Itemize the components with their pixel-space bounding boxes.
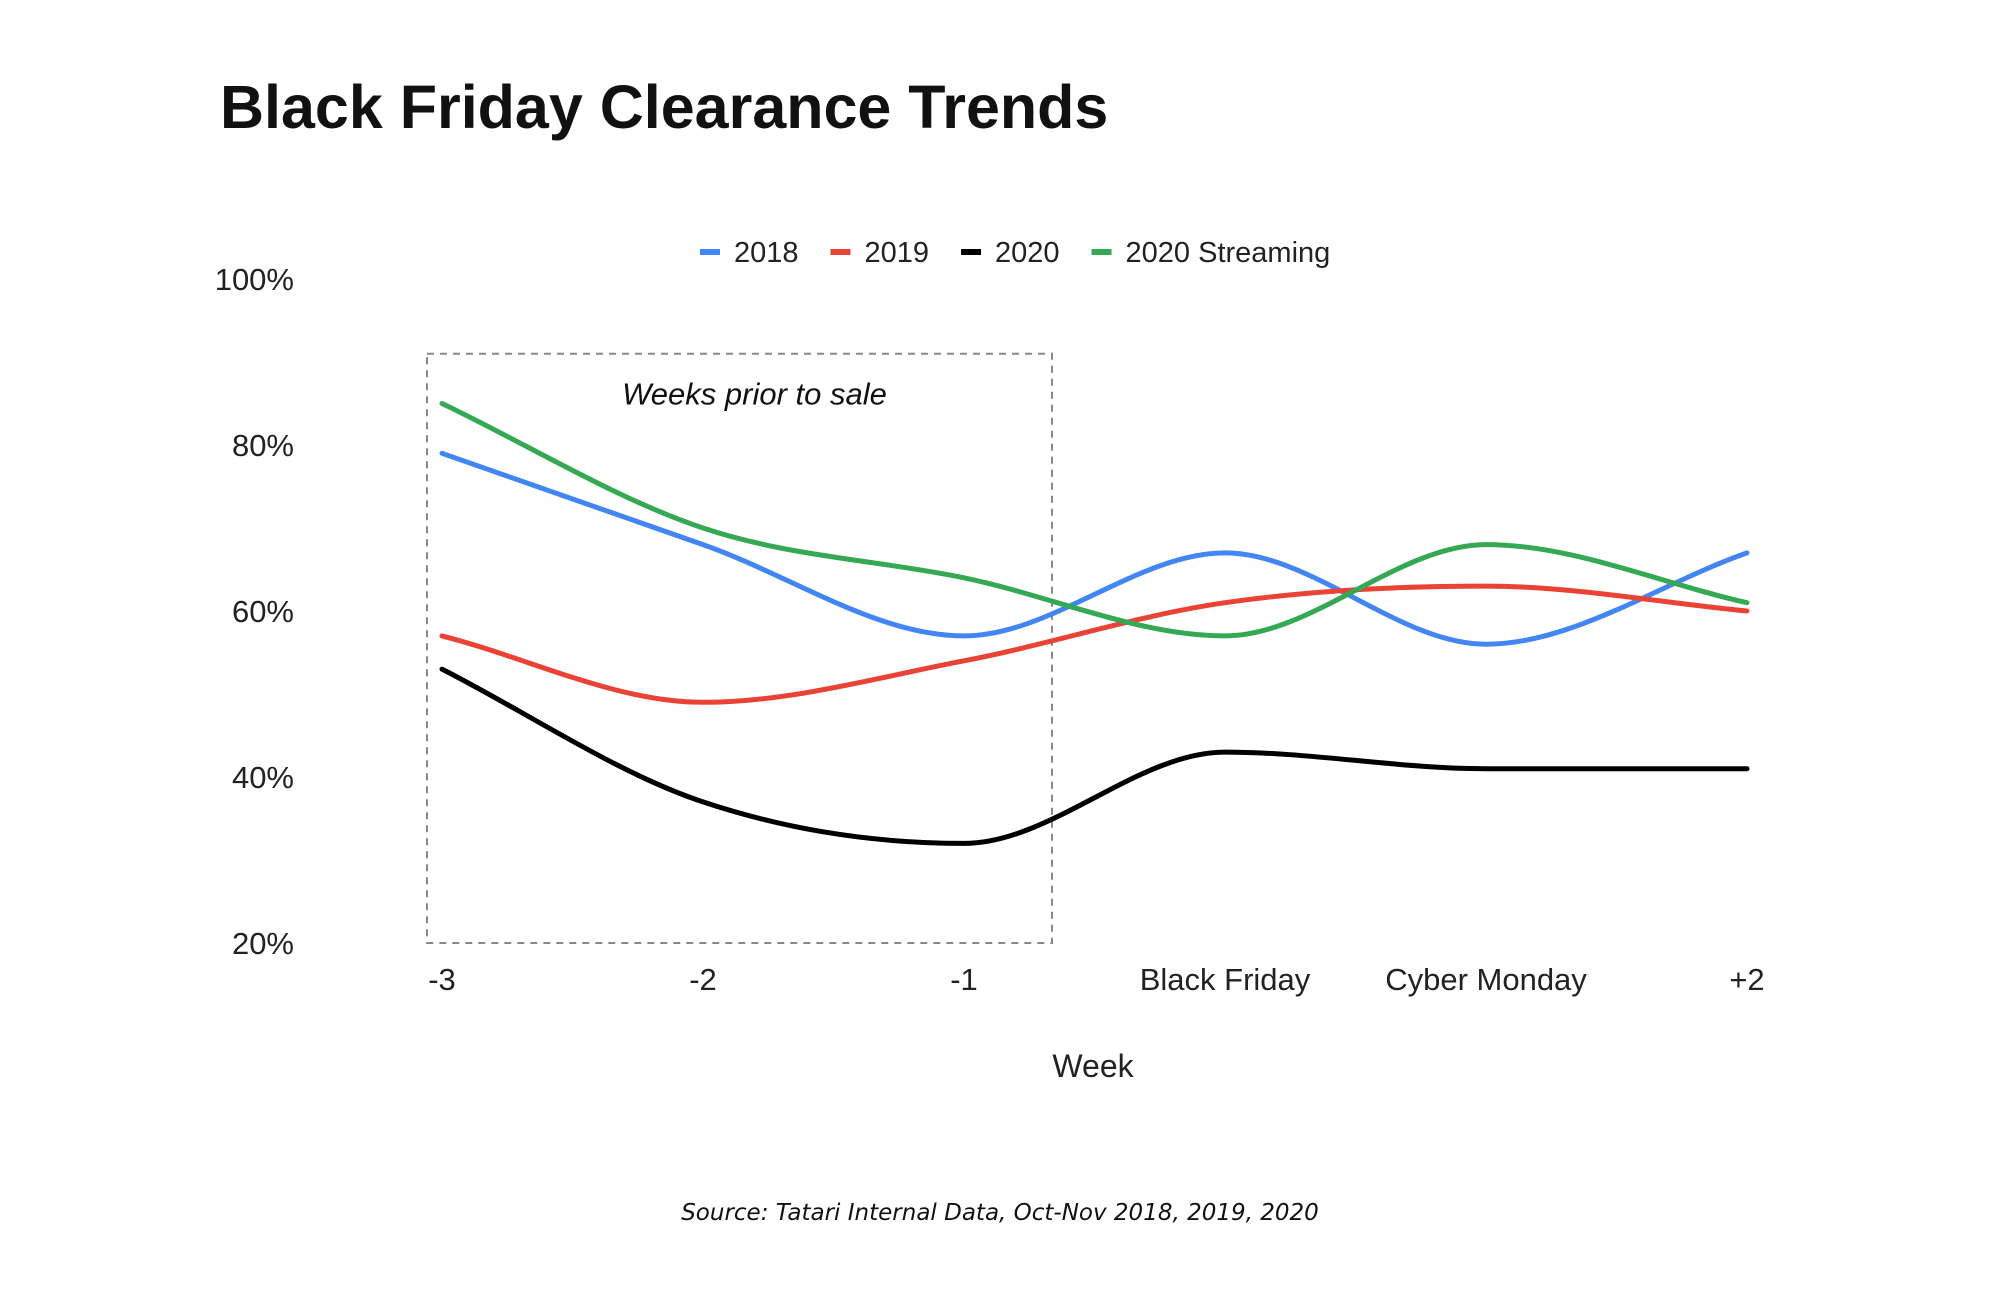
- y-tick-label: 20%: [232, 926, 294, 961]
- annotation-group: Weeks prior to sale: [426, 352, 1053, 944]
- annotation-label: Weeks prior to sale: [622, 377, 887, 412]
- x-axis-ticks: -3 -2 -1 Black Friday Cyber Monday +2: [428, 962, 1764, 997]
- legend-item-2020[interactable]: 2020: [961, 237, 1060, 269]
- legend-label: 2020 Streaming: [1126, 237, 1331, 269]
- series-line-2019: [439, 583, 1750, 705]
- series-line-2020-streaming: [439, 401, 1750, 639]
- y-tick-label: 60%: [232, 594, 294, 629]
- x-tick-label: -1: [950, 962, 978, 997]
- y-axis-ticks: 20% 40% 60% 80% 100%: [215, 262, 294, 961]
- legend-item-2018[interactable]: 2018: [700, 237, 799, 269]
- source-note: Source: Tatari Internal Data, Oct-Nov 20…: [681, 1200, 1319, 1226]
- legend-label: 2018: [734, 237, 799, 269]
- legend-label: 2020: [995, 237, 1060, 269]
- series-line-2018: [439, 450, 1750, 647]
- legend-item-2020-streaming[interactable]: 2020 Streaming: [1091, 237, 1331, 269]
- y-tick-label: 80%: [232, 428, 294, 463]
- x-tick-label: -2: [689, 962, 717, 997]
- x-tick-label: Black Friday: [1140, 962, 1311, 997]
- legend[interactable]: 2018 2019 2020 2020 Streaming: [700, 237, 1330, 269]
- series-line-2020: [439, 666, 1750, 846]
- chart-title: Black Friday Clearance Trends: [220, 73, 1109, 141]
- y-tick-label: 100%: [215, 262, 294, 297]
- legend-item-2019[interactable]: 2019: [830, 237, 930, 269]
- legend-label: 2019: [865, 237, 930, 269]
- series-group: [439, 401, 1750, 846]
- x-tick-label: Cyber Monday: [1385, 962, 1587, 997]
- x-tick-label: +2: [1729, 962, 1764, 997]
- y-tick-label: 40%: [232, 760, 294, 795]
- x-axis-title: Week: [1052, 1048, 1134, 1084]
- x-tick-label: -3: [428, 962, 456, 997]
- annotation-box: [426, 352, 1053, 944]
